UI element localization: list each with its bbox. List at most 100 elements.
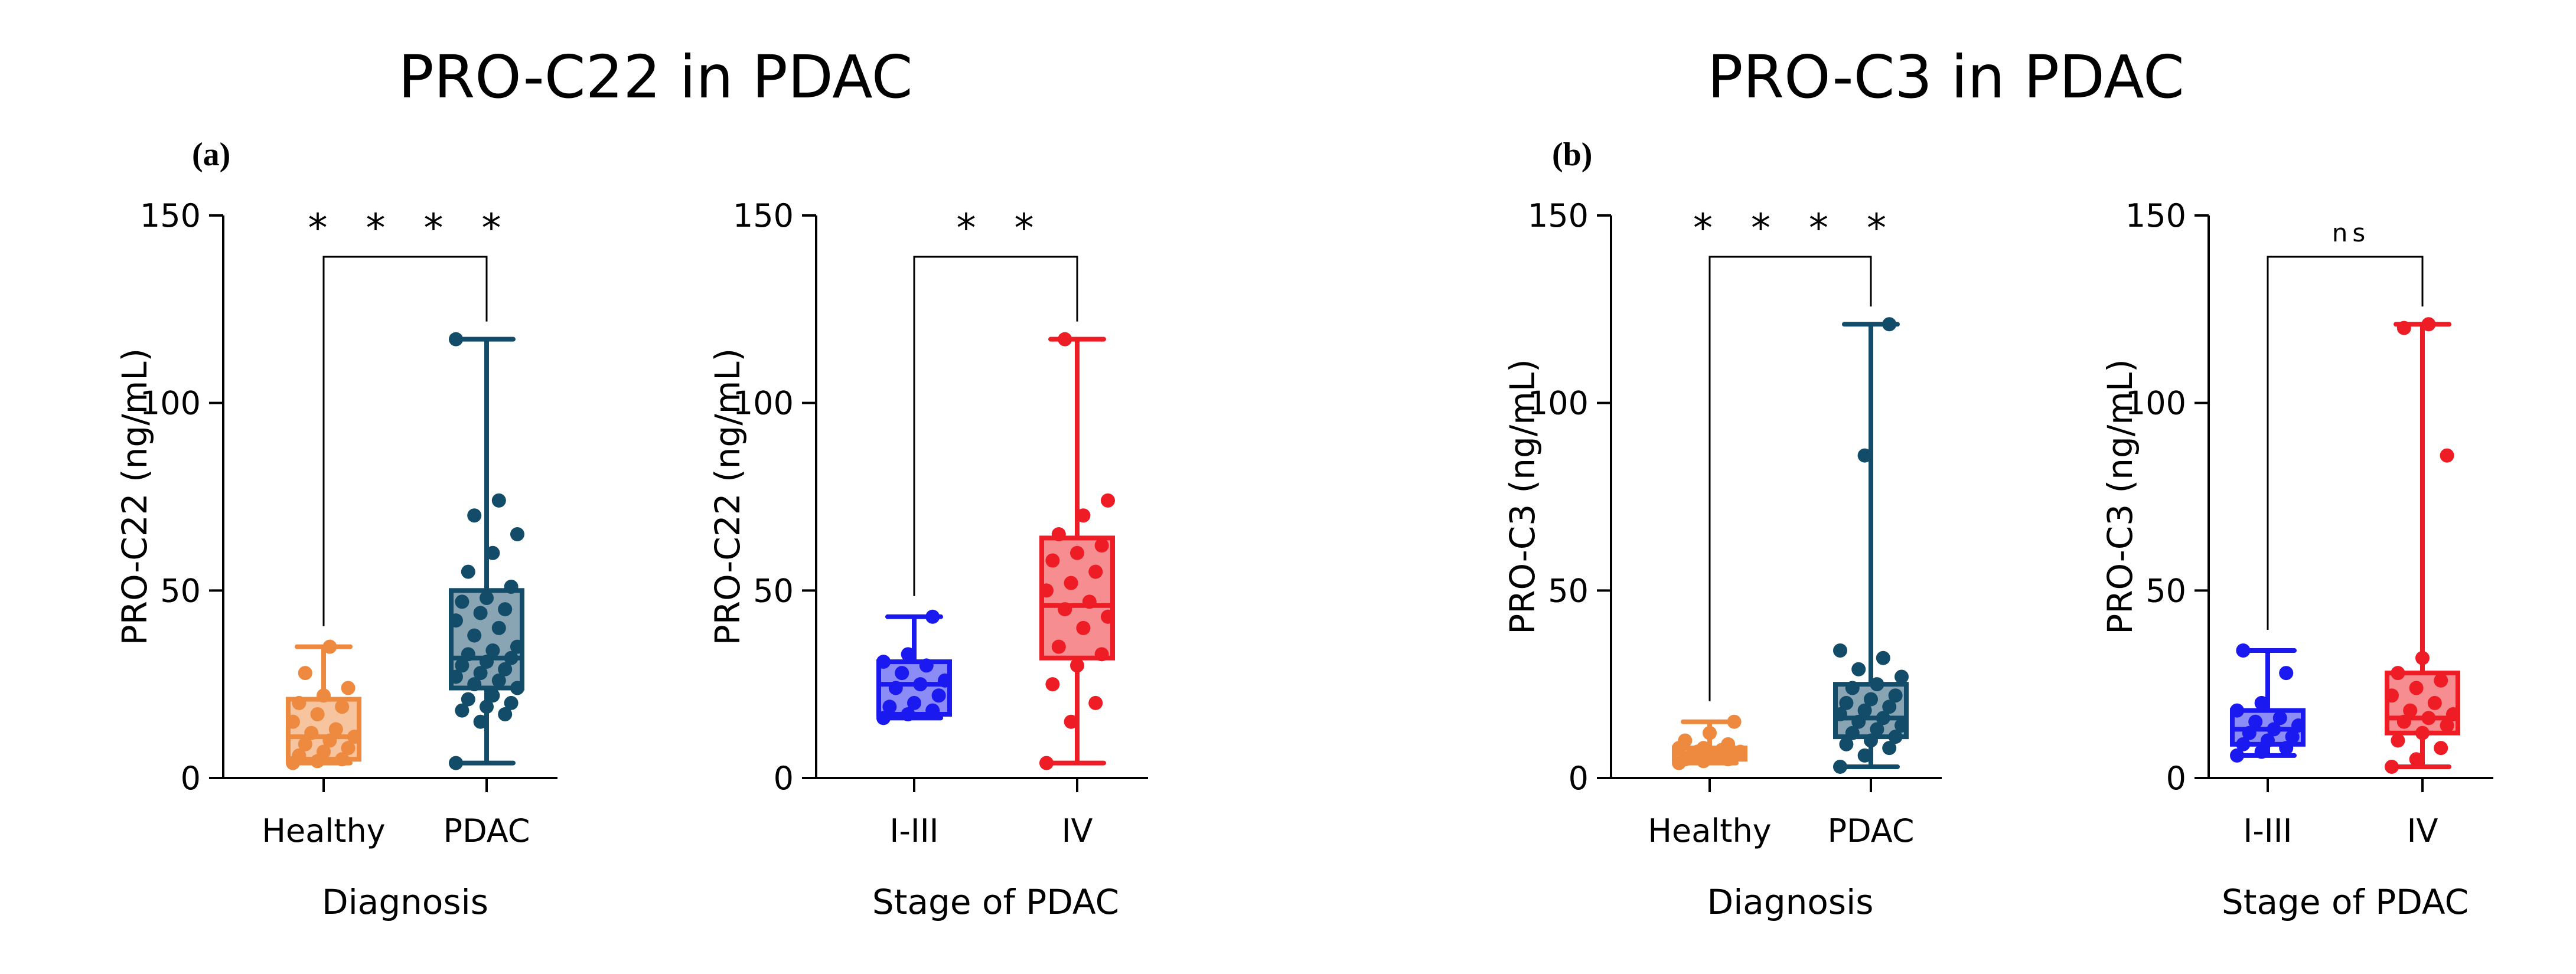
data-point — [931, 688, 946, 703]
data-point — [449, 669, 463, 684]
data-point — [1857, 703, 1872, 718]
data-point — [286, 714, 300, 729]
data-point — [2279, 741, 2294, 756]
data-point — [1839, 695, 1854, 710]
x-axis-label: Diagnosis — [322, 882, 488, 922]
y-axis-label: PRO-C3 (ng/mL) — [2100, 359, 2140, 635]
x-axis-label: Stage of PDAC — [2222, 882, 2469, 922]
data-point — [1894, 718, 1909, 733]
data-point — [322, 639, 337, 654]
data-point — [2385, 688, 2399, 703]
data-point — [467, 628, 482, 643]
data-point — [2254, 695, 2269, 710]
significance-label: * * — [957, 205, 1047, 251]
data-point — [1833, 707, 1847, 721]
data-point — [1058, 602, 1072, 617]
data-point — [1094, 538, 1109, 553]
data-point — [317, 744, 331, 759]
data-point — [480, 700, 494, 714]
data-point — [491, 673, 506, 688]
data-point — [1888, 688, 1903, 703]
data-point — [1082, 594, 1097, 609]
data-point — [1864, 692, 1878, 707]
data-point — [2267, 722, 2281, 737]
bracket-line — [1708, 256, 1872, 701]
data-point — [1045, 553, 1060, 568]
data-point — [480, 591, 494, 606]
data-point — [2440, 718, 2454, 733]
data-point — [461, 564, 475, 579]
significance-label: * * * * — [308, 205, 514, 251]
data-point — [335, 700, 350, 714]
x-tick-label: I-III — [889, 812, 938, 849]
data-point — [2434, 673, 2448, 688]
data-point — [347, 730, 361, 744]
data-point — [485, 545, 500, 560]
data-point — [449, 613, 463, 628]
data-point — [449, 332, 463, 347]
data-point — [1703, 725, 1717, 740]
data-point — [1870, 677, 1884, 692]
x-tick-label: IV — [2407, 812, 2438, 849]
data-point — [1076, 508, 1091, 523]
y-tick-label: 100 — [1528, 385, 1589, 422]
data-point — [1064, 714, 1078, 729]
title-right: PRO-C3 in PDAC — [1707, 43, 2184, 112]
data-point — [938, 673, 952, 688]
y-tick-label: 150 — [733, 197, 794, 234]
data-point — [341, 741, 356, 756]
data-point — [1094, 647, 1109, 662]
data-point — [876, 655, 891, 669]
box-healthy: Healthy — [262, 639, 386, 849]
data-point — [2242, 725, 2257, 740]
y-tick-label: 50 — [753, 572, 794, 609]
y-tick-label: 100 — [140, 385, 201, 422]
significance-bracket: * * * * — [308, 205, 514, 626]
data-point — [1051, 527, 1066, 542]
data-point — [1045, 677, 1060, 692]
y-tick-label: 0 — [2166, 760, 2186, 797]
data-point — [2415, 725, 2430, 740]
bracket-line — [322, 256, 488, 626]
data-point — [1876, 651, 1890, 665]
y-axis-label: PRO-C22 (ng/mL) — [707, 348, 748, 645]
data-point — [1857, 748, 1872, 763]
data-point — [455, 658, 469, 673]
data-point — [504, 651, 519, 665]
data-point — [2285, 730, 2300, 744]
data-point — [2427, 695, 2442, 710]
plot-2: 0 50 100 150 PRO-C22 (ng/mL) I-III IV Stage of … — [707, 197, 1148, 922]
data-point — [1894, 669, 1909, 684]
data-point — [1851, 662, 1866, 676]
data-point — [925, 703, 940, 718]
data-point — [510, 527, 524, 542]
data-point — [2403, 703, 2418, 718]
data-point — [907, 695, 921, 710]
box-i-iii: I-III — [876, 609, 952, 849]
data-point — [2272, 711, 2287, 725]
data-point — [2248, 714, 2263, 729]
y-axis-label: PRO-C3 (ng/mL) — [1502, 359, 1543, 635]
data-point — [2230, 703, 2244, 718]
y-axis-label: PRO-C22 (ng/mL) — [115, 348, 155, 645]
data-point — [455, 594, 469, 609]
data-point — [455, 703, 469, 718]
data-point — [310, 707, 325, 721]
data-point — [1845, 725, 1860, 740]
x-axis-label: Stage of PDAC — [872, 882, 1119, 922]
data-point — [1088, 564, 1103, 579]
data-point — [2291, 718, 2306, 733]
data-point — [1721, 737, 1736, 751]
y-tick-label: 100 — [733, 385, 794, 422]
data-point — [919, 658, 934, 673]
x-tick-label: IV — [1062, 812, 1093, 849]
x-tick-label: Healthy — [262, 812, 385, 849]
data-point — [2279, 666, 2294, 681]
y-tick-label: 150 — [2125, 197, 2186, 234]
data-point — [1833, 759, 1847, 774]
significance-label: ns — [2332, 218, 2370, 247]
data-point — [498, 602, 513, 617]
y-tick-label: 0 — [181, 760, 201, 797]
data-point — [317, 688, 331, 703]
data-point — [2236, 737, 2251, 751]
